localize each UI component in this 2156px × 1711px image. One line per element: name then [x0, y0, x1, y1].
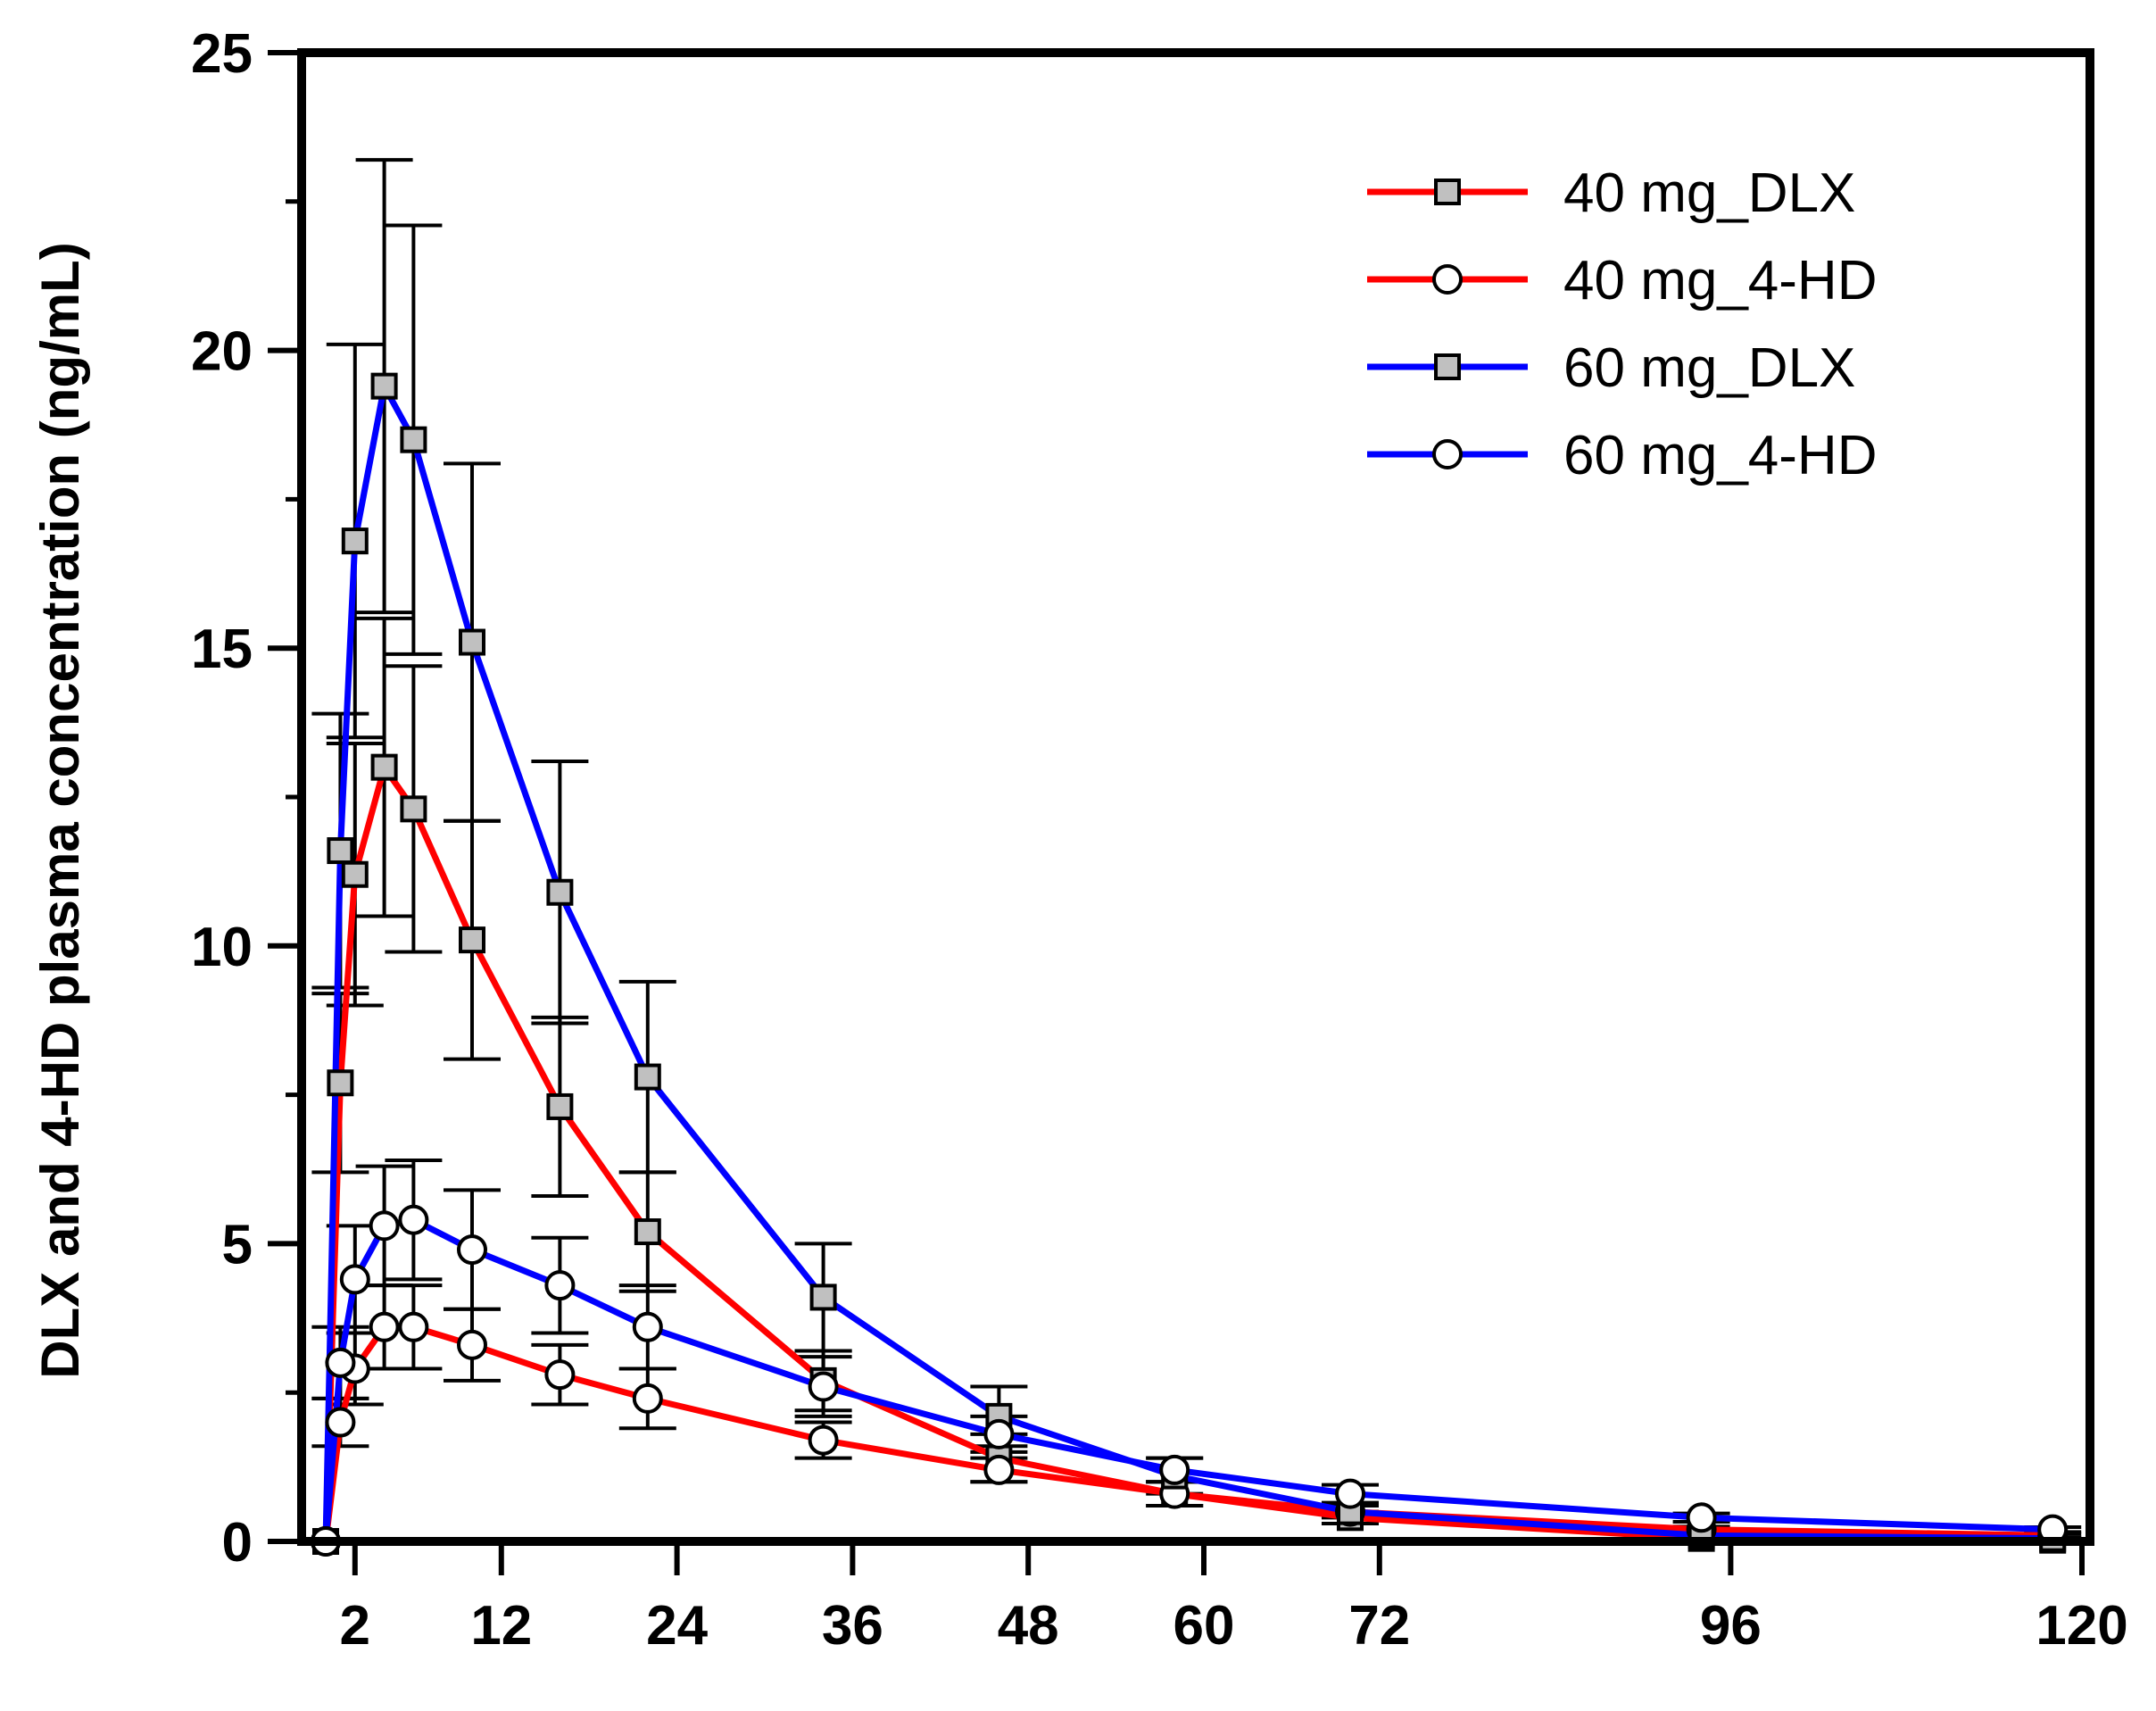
data-point — [808, 1424, 839, 1456]
data-point — [327, 837, 354, 865]
series-line-60-mg-dlx — [322, 383, 2053, 1542]
data-point — [983, 1418, 1015, 1449]
data-point — [327, 1069, 354, 1097]
x-tick-label: 36 — [822, 1595, 883, 1657]
legend-label: 40 mg_DLX — [1563, 162, 1855, 224]
data-point — [1335, 1478, 1365, 1509]
series-line-40-mg-4-hd — [322, 1324, 2053, 1542]
data-point — [369, 1210, 400, 1242]
data-point — [1686, 1502, 1717, 1533]
legend-marker — [1434, 179, 1461, 205]
data-point — [400, 426, 427, 453]
legend-label: 40 mg_4-HD — [1563, 250, 1877, 311]
data-point — [369, 1311, 400, 1342]
y-tick-label: 25 — [191, 23, 253, 85]
data-point — [400, 795, 427, 823]
x-tick-label: 2 — [340, 1595, 370, 1657]
data-point — [325, 1347, 356, 1378]
markers-layer — [311, 372, 2069, 1557]
data-point — [632, 1311, 663, 1342]
data-point — [544, 1270, 576, 1301]
data-point — [459, 628, 485, 656]
legend-label: 60 mg_DLX — [1563, 337, 1855, 399]
data-point — [325, 1407, 356, 1438]
data-point — [459, 926, 485, 954]
y-tick-label: 5 — [222, 1214, 253, 1275]
x-tick-label: 12 — [470, 1595, 532, 1657]
data-point — [983, 1454, 1015, 1485]
y-tick-label: 0 — [222, 1512, 253, 1574]
data-point — [634, 1063, 661, 1091]
legend-marker — [1432, 264, 1463, 295]
data-point — [808, 1371, 839, 1402]
data-point — [370, 372, 398, 400]
plot-frame — [297, 48, 2094, 1546]
legend: 40 mg_DLX 40 mg_4-HD 60 mg_DLX 60 mg_4-HD — [1367, 162, 1877, 486]
data-point — [546, 1092, 574, 1120]
data-point — [457, 1329, 487, 1360]
data-point — [339, 1264, 370, 1295]
data-point — [341, 527, 369, 555]
data-point — [634, 1218, 661, 1246]
data-point — [632, 1383, 663, 1414]
x-tick-label: 24 — [646, 1595, 708, 1657]
y-tick-label: 10 — [191, 917, 253, 978]
data-point — [1159, 1454, 1190, 1485]
legend-marker — [1432, 439, 1463, 469]
legend-marker — [1434, 353, 1461, 380]
data-point — [341, 860, 369, 888]
data-point — [398, 1311, 429, 1342]
data-point — [457, 1234, 487, 1266]
series-line-40-mg-dlx — [322, 764, 2053, 1544]
y-axis-title: DLX and 4-HD plasma concentration (ng/mL… — [30, 242, 90, 1378]
legend-label: 60 mg_4-HD — [1563, 425, 1877, 486]
axes-layer: 0 5 10 15 20 25 2 12 24 36 48 60 72 96 120 — [191, 23, 2128, 1657]
x-tick-label: 48 — [998, 1595, 1059, 1657]
series-lines-layer — [322, 383, 2053, 1544]
data-point — [398, 1204, 429, 1235]
y-tick-label: 20 — [191, 321, 253, 383]
x-tick-label: 120 — [2036, 1595, 2127, 1657]
x-tick-label: 96 — [1700, 1595, 1762, 1657]
data-point — [370, 753, 398, 781]
data-point — [544, 1359, 576, 1391]
data-point — [809, 1283, 837, 1311]
x-tick-label: 60 — [1173, 1595, 1235, 1657]
data-point — [546, 878, 574, 906]
y-tick-label: 15 — [191, 619, 253, 680]
x-tick-label: 72 — [1348, 1595, 1410, 1657]
